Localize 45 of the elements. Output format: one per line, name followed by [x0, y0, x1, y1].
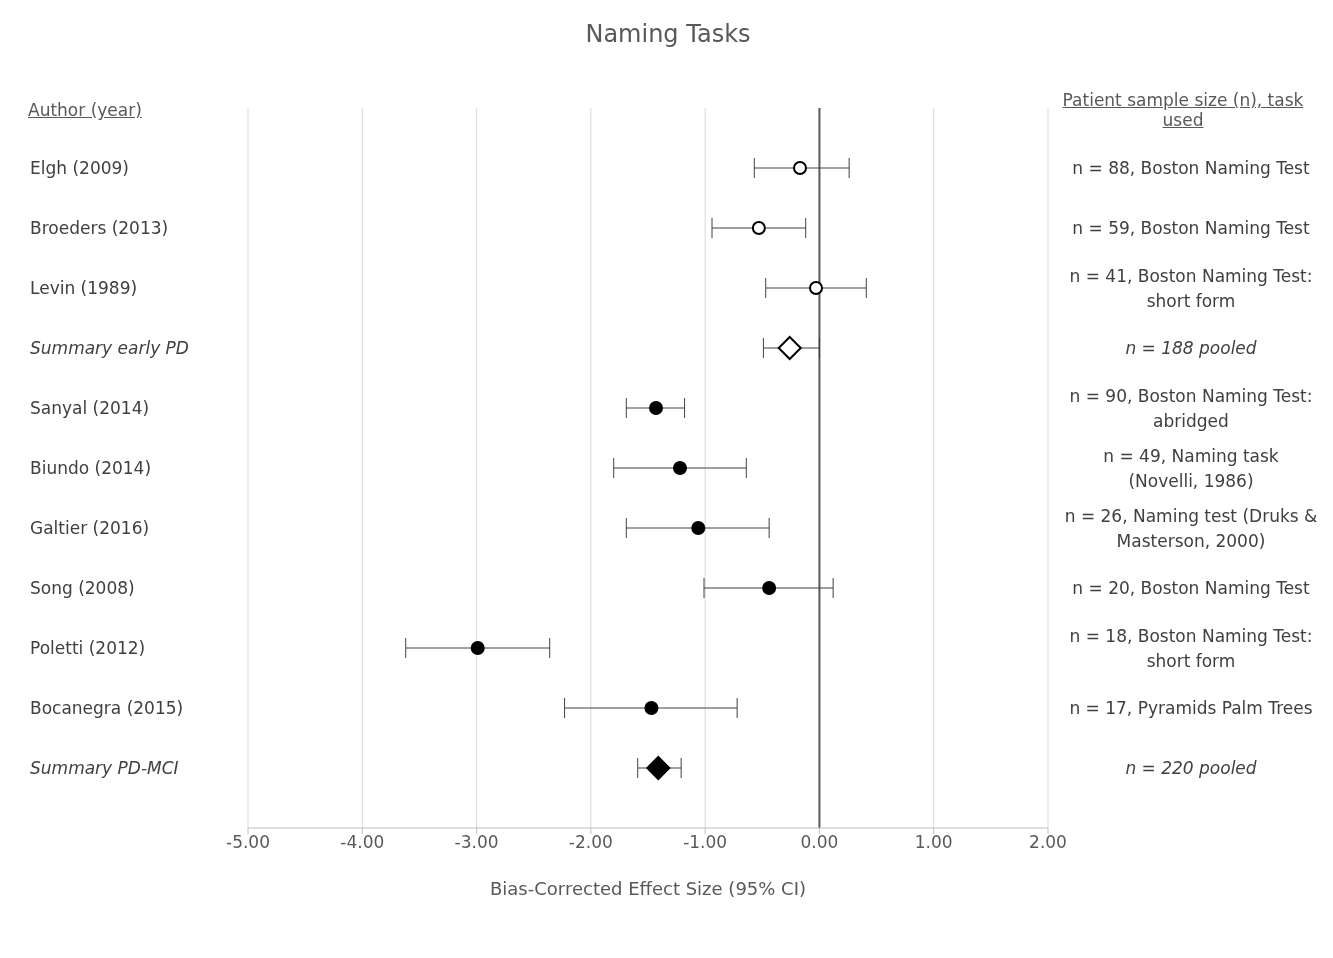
text: n = 220 pooled — [1125, 758, 1257, 778]
text: n = 20, Boston Naming Test — [1072, 578, 1310, 598]
text: n = 49, Naming task (Novelli, 1986) — [1103, 445, 1279, 491]
y-tick-label: Summary PD-MCI — [30, 758, 179, 778]
point — [673, 461, 687, 475]
chart-title: Naming Tasks — [584, 20, 752, 48]
y-tick-label: Summary early PD — [30, 338, 189, 358]
text: n = 88, Boston Naming Test — [1072, 158, 1310, 178]
text: Patient sample size (n), task used — [1061, 90, 1305, 130]
x-tick-label: -1.00 — [683, 832, 728, 853]
point — [793, 161, 807, 175]
x-tick-label: -4.00 — [340, 832, 385, 853]
y-tick-label: Levin (1989) — [30, 278, 138, 298]
y-tick-label: Bocanegra (2015) — [30, 698, 184, 718]
y-tick-label: Elgh (2009) — [30, 158, 129, 178]
point — [644, 701, 659, 715]
x-tick-label: 1.00 — [914, 832, 953, 853]
x-axis-title: Bias-Corrected Effect Size (95% CI) — [489, 878, 807, 899]
text: n = 59, Boston Naming Test — [1072, 218, 1310, 238]
y-tick-label: Poletti (2012) — [30, 638, 146, 658]
y-tick-label: Song (2008) — [30, 578, 135, 598]
point — [691, 521, 706, 535]
y-tick-label: Broeders (2013) — [30, 218, 169, 238]
text: n = 188 pooled — [1125, 338, 1257, 358]
text: n = 18, Boston Naming Test: short form — [1069, 625, 1313, 671]
x-tick-label: -3.00 — [454, 832, 499, 853]
text: n = 41, Boston Naming Test: short form — [1069, 265, 1313, 311]
x-tick-label: -2.00 — [568, 832, 613, 853]
point — [751, 221, 766, 235]
point — [649, 401, 663, 415]
x-tick-label: -5.00 — [226, 832, 270, 853]
text: n = 17, Pyramids Palm Trees — [1069, 698, 1313, 718]
point — [777, 336, 802, 360]
x-tick-label: 2.00 — [1029, 832, 1067, 853]
text: n = 90, Boston Naming Test: abridged — [1069, 385, 1313, 431]
x-tick-label: 0.00 — [800, 832, 839, 853]
y-tick-label: Biundo (2014) — [30, 458, 152, 478]
y-tick-label: Sanyal (2014) — [30, 398, 150, 418]
point — [762, 581, 777, 595]
text: Author (year) — [28, 100, 142, 120]
point — [646, 756, 671, 780]
y-tick-label: Galtier (2016) — [30, 518, 150, 538]
text: n = 26, Naming test (Druks & Masterson, 2000) — [1064, 505, 1318, 551]
point — [470, 641, 485, 655]
point — [809, 281, 823, 295]
